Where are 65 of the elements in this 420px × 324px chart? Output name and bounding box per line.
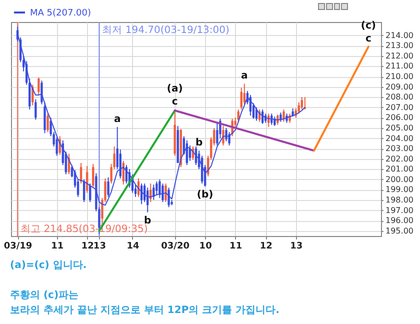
y-tick-label: 211.00 xyxy=(386,62,414,71)
y-tick-label: 214.00 xyxy=(386,30,414,40)
candlestick xyxy=(107,176,110,198)
x-tick-label: 11 xyxy=(51,242,64,252)
text: 주황의 (c)파는 xyxy=(10,289,80,303)
annotation: c xyxy=(365,34,372,45)
x-tick-label: 12 xyxy=(81,242,94,252)
y-tick-label: 197.00 xyxy=(386,206,414,215)
candlestick xyxy=(280,112,282,122)
y-tick-label: 196.00 xyxy=(386,216,414,226)
candlestick xyxy=(243,83,246,105)
text: (a)=(c) 입니다. xyxy=(10,259,88,273)
y-tick-label: 201.00 xyxy=(386,164,414,174)
candlestick xyxy=(240,87,242,110)
y-tick-label: 209.00 xyxy=(386,82,414,92)
legend-label: MA 5(207.00) xyxy=(30,8,92,18)
candlestick xyxy=(282,108,285,122)
y-tick-label: 200.00 xyxy=(386,174,414,184)
annotation: a xyxy=(241,70,248,82)
candlestick xyxy=(38,77,40,96)
y-tick-label: 195.00 xyxy=(386,226,414,236)
annotation: c xyxy=(172,96,178,108)
annotation: (b) xyxy=(196,190,214,201)
y-tick-label: 205.00 xyxy=(386,123,414,132)
y-tick-label: 202.00 xyxy=(386,154,414,164)
annotation: a xyxy=(114,114,121,125)
candlestick xyxy=(40,80,43,105)
candlestick xyxy=(34,98,37,120)
y-tick-label: 206.00 xyxy=(386,113,414,122)
x-tick-label: 11 xyxy=(230,242,242,252)
x-tick-label: 03/20 xyxy=(161,242,190,252)
x-tick-label: 14 xyxy=(126,242,140,252)
candlestick xyxy=(46,113,49,133)
candlestick xyxy=(222,125,224,146)
ref-line-label: 최저 194.70(03-19/13:00) xyxy=(102,25,230,36)
candlestick xyxy=(164,183,167,203)
y-tick-label: 204.00 xyxy=(386,134,414,143)
candlestick xyxy=(225,127,228,142)
y-tick-label: 207.00 xyxy=(386,102,414,112)
y-tick-label: 208.00 xyxy=(386,92,414,102)
candlestick xyxy=(158,178,161,198)
y-tick-label: 198.00 xyxy=(386,195,414,204)
candlestick xyxy=(228,132,230,146)
y-tick-label: 213.00 xyxy=(386,41,414,50)
candlestick xyxy=(300,96,303,110)
y-tick-label: 212.00 xyxy=(386,51,414,60)
x-tick-label: 13 xyxy=(93,242,106,252)
y-tick-label: 203.00 xyxy=(386,144,414,154)
x-tick-label: 12 xyxy=(260,242,272,252)
candlestick xyxy=(92,163,94,188)
candlestick xyxy=(286,113,288,124)
y-tick-label: 199.00 xyxy=(386,185,414,194)
x-tick-label: 13 xyxy=(290,242,303,252)
annotation: b xyxy=(195,138,203,149)
candlestick xyxy=(216,122,218,146)
annotation: b xyxy=(144,215,152,226)
candlestick xyxy=(44,102,46,134)
annotation: (c) xyxy=(360,20,376,32)
x-tick-label: 03/19 xyxy=(4,242,32,252)
annotation: (a) xyxy=(166,83,183,94)
candlestick xyxy=(162,183,164,203)
candlestick xyxy=(274,116,276,126)
x-tick-label: 10 xyxy=(199,242,212,252)
y-tick-label: 210.00 xyxy=(386,72,414,82)
text: 보라의 추세가 끝난 지점으로 부터 12P의 크기를 가집니다. xyxy=(10,304,280,318)
